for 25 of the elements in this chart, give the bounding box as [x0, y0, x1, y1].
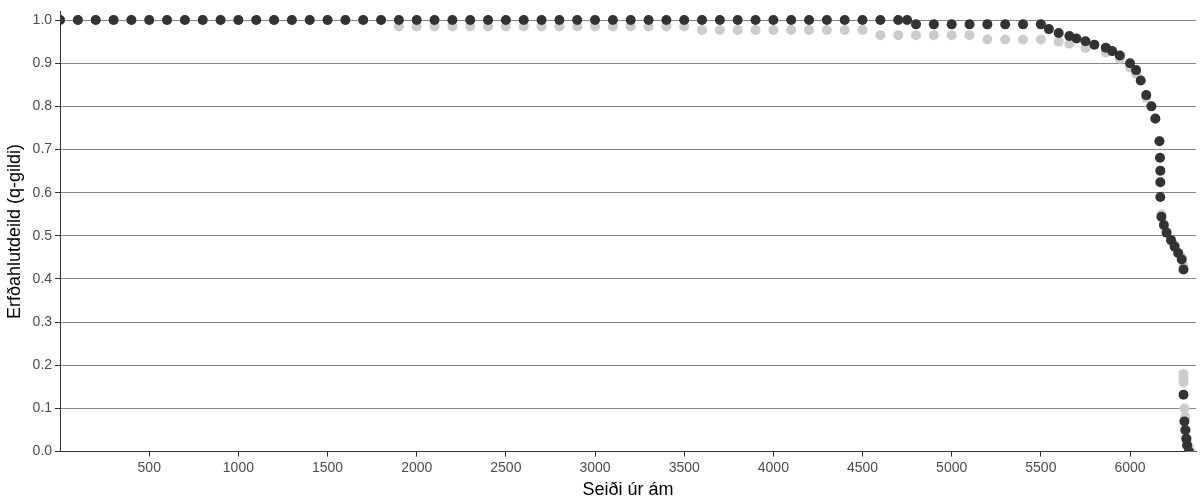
x-tick-label: 1000 — [222, 458, 255, 475]
y-tick-label: 0.7 — [32, 140, 53, 157]
x-axis-title: Seiði úr ám — [582, 479, 674, 500]
x-tick-label: 3500 — [668, 458, 700, 475]
y-tick-label: 0.3 — [32, 312, 53, 329]
x-tick-label: 4000 — [757, 458, 790, 475]
y-tick-label: 0.2 — [32, 356, 53, 373]
y-tick-label: 0.6 — [32, 183, 53, 200]
y-tick-label: 0.5 — [32, 226, 53, 243]
x-tick-label: 5500 — [1025, 458, 1057, 475]
y-tick-label: 0.9 — [32, 54, 53, 71]
y-tick-label: 0.4 — [32, 269, 53, 286]
y-tick-label: 0.1 — [32, 399, 53, 416]
y-tick-label: 0.8 — [32, 97, 53, 114]
x-tick-label: 2500 — [490, 458, 522, 475]
y-tick-label: 1.0 — [32, 10, 53, 27]
y-axis-title: Erfðahlutdeild (q-gildi) — [3, 143, 24, 320]
x-tick-label: 6000 — [1114, 458, 1146, 475]
x-tick-label: 4500 — [846, 458, 879, 475]
x-tick-label: 5000 — [936, 458, 968, 475]
y-tick-label: 0.0 — [32, 442, 53, 459]
x-tick-label: 500 — [137, 458, 162, 475]
x-tick-label: 2000 — [401, 458, 433, 475]
x-tick-label: 3000 — [579, 458, 611, 475]
x-tick-label: 1500 — [311, 458, 344, 475]
